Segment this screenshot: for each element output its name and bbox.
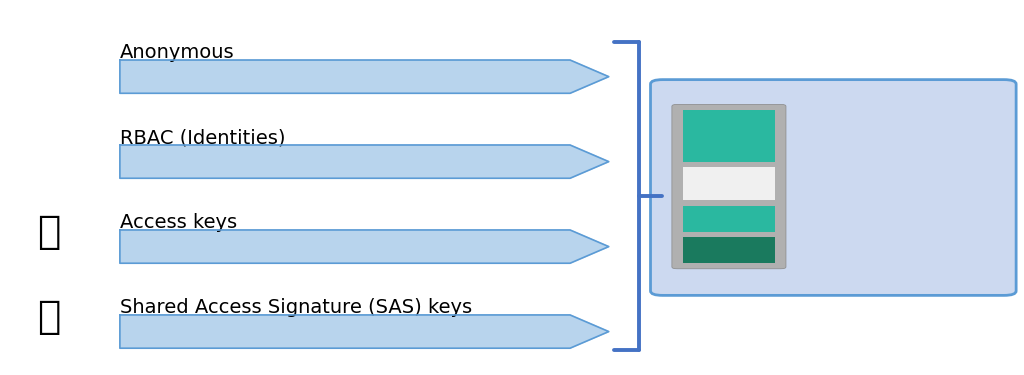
Polygon shape: [120, 230, 608, 263]
FancyBboxPatch shape: [650, 80, 1016, 296]
FancyBboxPatch shape: [672, 104, 786, 269]
Polygon shape: [120, 315, 608, 348]
Text: 🗝: 🗝: [37, 298, 60, 336]
Bar: [683, 167, 775, 200]
Text: Azure Storage
Account: Azure Storage Account: [791, 162, 957, 213]
Bar: [683, 237, 775, 263]
Text: Anonymous: Anonymous: [120, 44, 234, 63]
Bar: [683, 110, 775, 162]
Text: RBAC (Identities): RBAC (Identities): [120, 128, 286, 147]
Text: Access keys: Access keys: [120, 213, 237, 232]
Polygon shape: [120, 60, 608, 93]
Polygon shape: [120, 145, 608, 178]
Bar: [683, 206, 775, 232]
Text: 🗝: 🗝: [37, 213, 60, 251]
Text: Shared Access Signature (SAS) keys: Shared Access Signature (SAS) keys: [120, 298, 472, 317]
